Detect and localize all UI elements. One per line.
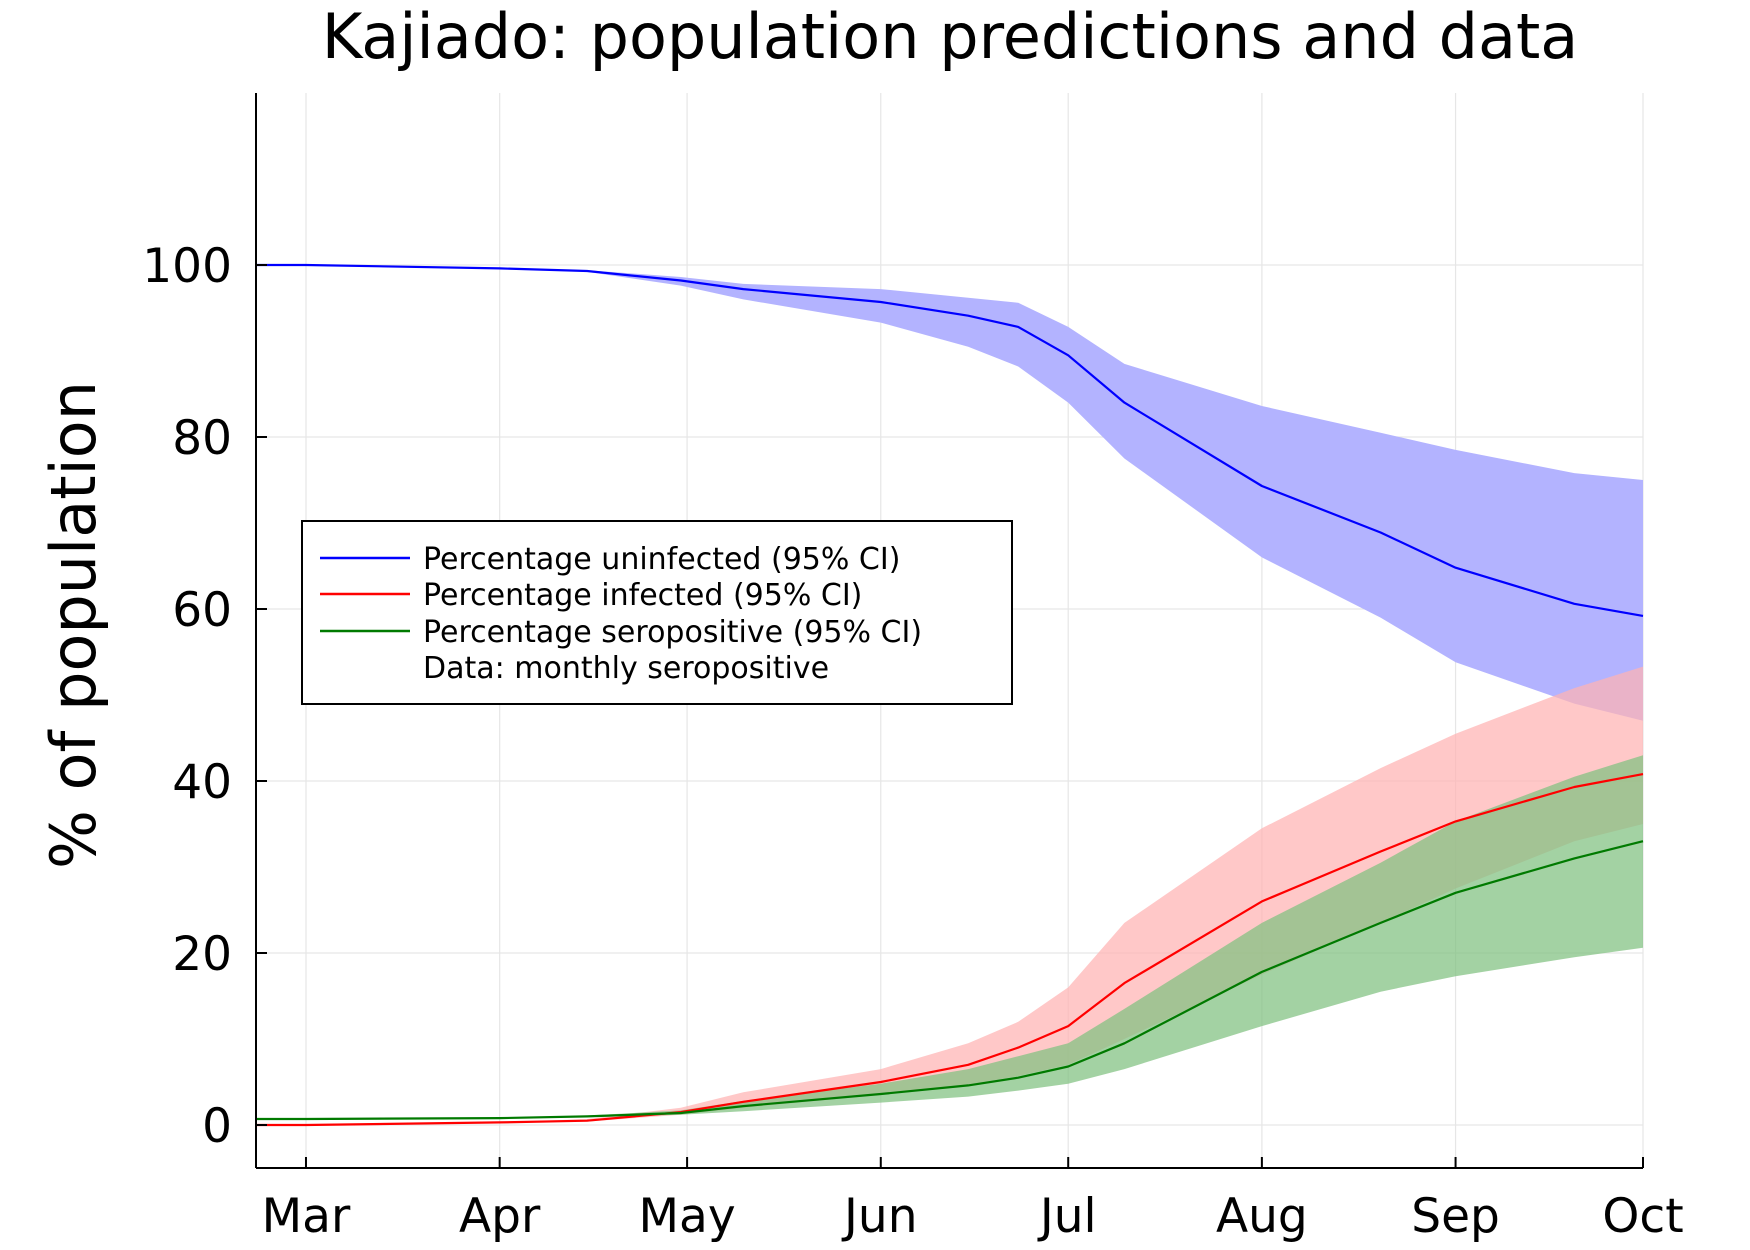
tick-labels: Mar Apr May Jun Jul Aug Sep Oct 0 20 40 60 80 100 [142,239,1683,1244]
legend-box [301,520,1013,705]
y-tick-label: 20 [172,927,232,982]
y-tick-label: 60 [172,583,232,638]
legend-entry-2: Percentage infected (95% CI) [423,578,862,613]
x-tick-label: Aug [1216,1189,1308,1244]
y-tick-label: 0 [202,1099,232,1154]
legend-entry-4: Data: monthly seropositive [423,651,829,686]
y-tick-label: 40 [172,755,232,810]
x-tick-label: Jun [841,1189,917,1244]
chart-title: Kajiado: population predictions and data [322,0,1579,73]
legend-entry-1: Percentage uninfected (95% CI) [423,542,900,577]
ci-band-1 [256,265,1643,721]
series-line-2 [256,773,1644,1127]
legend-entry-3: Percentage seropositive (95% CI) [423,615,922,650]
x-tick-label: Apr [459,1189,541,1244]
y-tick-label: 80 [172,411,232,466]
x-tick-label: May [639,1189,736,1244]
y-axis-label: % of population [37,381,110,869]
series-lines [256,263,1644,1127]
axes [255,93,1643,1169]
ci-band-3 [256,755,1643,1119]
series-line-3 [256,840,1644,1121]
legend: Percentage uninfected (95% CI)Percentage… [301,520,1013,705]
x-tick-label: Sep [1411,1189,1500,1244]
x-tick-label: Jul [1037,1189,1097,1244]
x-tick-label: Oct [1602,1189,1683,1244]
x-tick-label: Mar [262,1189,351,1244]
series-line-1 [256,263,1644,617]
y-tick-label: 100 [142,239,232,294]
confidence-bands [256,265,1643,1125]
